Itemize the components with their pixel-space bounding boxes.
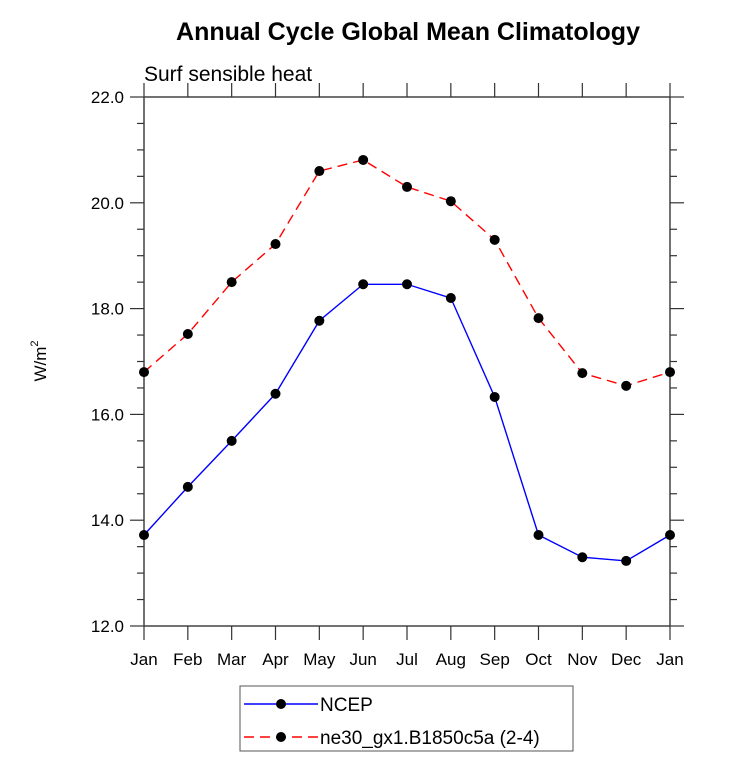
x-tick-label: Mar xyxy=(217,650,247,669)
x-tick-label: Dec xyxy=(611,650,642,669)
x-tick-label: Feb xyxy=(173,650,202,669)
data-point xyxy=(533,313,544,324)
data-point xyxy=(445,196,456,207)
data-point xyxy=(358,154,369,165)
y-axis-label: W/m2 xyxy=(29,340,50,381)
data-point xyxy=(665,367,675,378)
y-axis-label-text: W/m xyxy=(31,347,50,382)
legend-marker-model xyxy=(276,732,286,742)
y-tick-label: 18.0 xyxy=(91,300,124,319)
x-tick-label: Oct xyxy=(525,650,552,669)
series-line-0 xyxy=(143,283,671,562)
data-point xyxy=(489,391,500,402)
data-point xyxy=(226,277,237,288)
y-tick-label: 20.0 xyxy=(91,194,124,213)
legend-label-model: ne30_gx1.B1850c5a (2-4) xyxy=(320,728,540,749)
x-tick-label: May xyxy=(303,650,336,669)
svg-text:W/m2: W/m2 xyxy=(29,340,50,381)
legend-label-ncep: NCEP xyxy=(320,695,373,716)
data-point xyxy=(182,481,193,492)
data-point xyxy=(445,293,456,304)
legend-marker-ncep xyxy=(276,699,286,709)
data-point xyxy=(182,328,193,339)
data-point xyxy=(226,435,237,446)
x-tick-label: Jan xyxy=(656,650,683,669)
x-tick-label: Sep xyxy=(480,650,510,669)
y-tick-label: 12.0 xyxy=(91,617,124,636)
data-point xyxy=(139,530,149,541)
data-point xyxy=(270,388,281,399)
data-point xyxy=(314,315,325,326)
y-tick-label: 22.0 xyxy=(91,88,124,107)
legend-box xyxy=(239,685,574,752)
data-point xyxy=(402,279,412,290)
data-point xyxy=(533,530,544,541)
data-point xyxy=(358,279,369,290)
legend: NCEP ne30_gx1.B1850c5a (2-4) xyxy=(239,685,574,752)
data-point xyxy=(270,239,281,250)
axis-ticks xyxy=(130,83,684,640)
x-tick-label: Jan xyxy=(130,650,157,669)
y-axis-label-superscript: 2 xyxy=(29,340,41,346)
data-point xyxy=(314,166,325,177)
series-line-1 xyxy=(143,159,671,387)
chart-subtitle: Surf sensible heat xyxy=(144,63,312,86)
series-group xyxy=(139,154,675,566)
plot-axes xyxy=(143,96,671,627)
data-point xyxy=(621,555,632,566)
x-tick-labels: Jan Feb Mar Apr May Jun Jul Aug Sep Oct Nov Dec Jan xyxy=(130,650,683,669)
data-point xyxy=(139,367,149,378)
x-tick-label: Nov xyxy=(567,650,598,669)
x-tick-label: Jun xyxy=(349,650,376,669)
data-point xyxy=(577,552,588,563)
data-point xyxy=(577,368,588,379)
data-point xyxy=(621,380,632,391)
x-tick-label: Jul xyxy=(396,650,418,669)
y-tick-label: 16.0 xyxy=(91,405,124,424)
data-point xyxy=(402,181,412,192)
data-point xyxy=(665,530,675,541)
chart-title: Annual Cycle Global Mean Climatology xyxy=(176,18,640,46)
y-tick-label: 14.0 xyxy=(91,511,124,530)
x-tick-label: Aug xyxy=(436,650,466,669)
x-tick-label: Apr xyxy=(262,650,289,669)
data-point xyxy=(489,234,500,245)
y-tick-labels: 12.0 14.0 16.0 18.0 20.0 22.0 xyxy=(91,88,124,636)
